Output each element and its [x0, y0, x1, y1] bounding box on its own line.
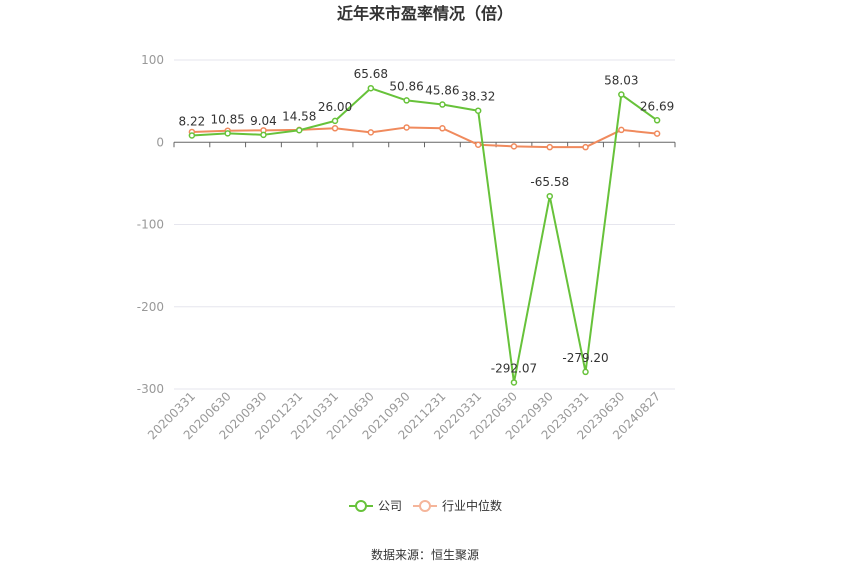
industry-median-point[interactable] [653, 130, 661, 137]
y-tick-label: -300 [137, 382, 164, 396]
company-point[interactable] [474, 107, 482, 114]
company-point[interactable] [618, 91, 625, 98]
company-point[interactable] [403, 97, 410, 104]
industry-median-point[interactable] [367, 129, 375, 136]
industry-median-line [191, 126, 658, 149]
company-line [191, 87, 658, 384]
company-data-label: 26.00 [318, 100, 352, 114]
company-data-label: 9.04 [250, 114, 277, 128]
company-data-label: 38.32 [461, 90, 495, 104]
legend[interactable]: 公司 行业中位数 [349, 498, 502, 513]
company-data-label: 8.22 [179, 114, 206, 128]
industry-median-point[interactable] [618, 126, 625, 134]
industry-median-point[interactable] [403, 124, 410, 131]
company-point[interactable] [188, 132, 196, 139]
y-tick-label: -100 [137, 218, 164, 232]
industry-median-point[interactable] [439, 125, 446, 132]
company-data-label: 10.85 [210, 112, 244, 126]
legend-item-industry[interactable]: 行业中位数 [413, 498, 502, 513]
legend-marker-industry [419, 500, 431, 512]
company-point[interactable] [367, 84, 375, 92]
company-data-label: 50.86 [389, 79, 423, 93]
industry-median-point[interactable] [582, 143, 589, 151]
y-tick-label: 100 [141, 53, 164, 67]
company-point[interactable] [331, 117, 339, 125]
company-data-label: 26.69 [640, 99, 674, 113]
legend-marker-company [355, 500, 367, 512]
company-data-label: -292.07 [491, 361, 537, 375]
source-note: 数据来源：恒生聚源 [371, 547, 479, 562]
y-tick-label: -200 [137, 300, 164, 314]
industry-median-point[interactable] [546, 143, 553, 151]
chart-title: 近年来市盈率情况（倍） [337, 4, 513, 23]
series-layer [188, 84, 661, 386]
y-tick-label: 0 [156, 135, 164, 149]
company-point[interactable] [510, 379, 518, 386]
company-point[interactable] [546, 192, 553, 200]
company-point[interactable] [439, 101, 446, 108]
grid [174, 59, 675, 390]
industry-median-point[interactable] [510, 143, 518, 150]
company-point[interactable] [582, 368, 589, 376]
company-point[interactable] [224, 130, 231, 137]
company-point[interactable] [653, 117, 661, 124]
company-point[interactable] [296, 127, 303, 134]
company-point[interactable] [260, 131, 267, 139]
legend-label-company: 公司 [378, 499, 402, 513]
company-data-label: 58.03 [604, 74, 638, 88]
legend-label-industry: 行业中位数 [442, 498, 502, 513]
company-data-label: 65.68 [354, 67, 388, 81]
legend-item-company[interactable]: 公司 [349, 499, 402, 513]
company-data-label: -65.58 [530, 175, 569, 189]
industry-median-point[interactable] [331, 125, 339, 132]
company-data-label: -279.20 [562, 351, 608, 365]
industry-median-point[interactable] [474, 141, 482, 148]
company-data-label: 14.58 [282, 109, 316, 123]
company-data-label: 45.86 [425, 84, 459, 98]
y-axis: 100 0 -100 -200 -300 [137, 53, 164, 396]
